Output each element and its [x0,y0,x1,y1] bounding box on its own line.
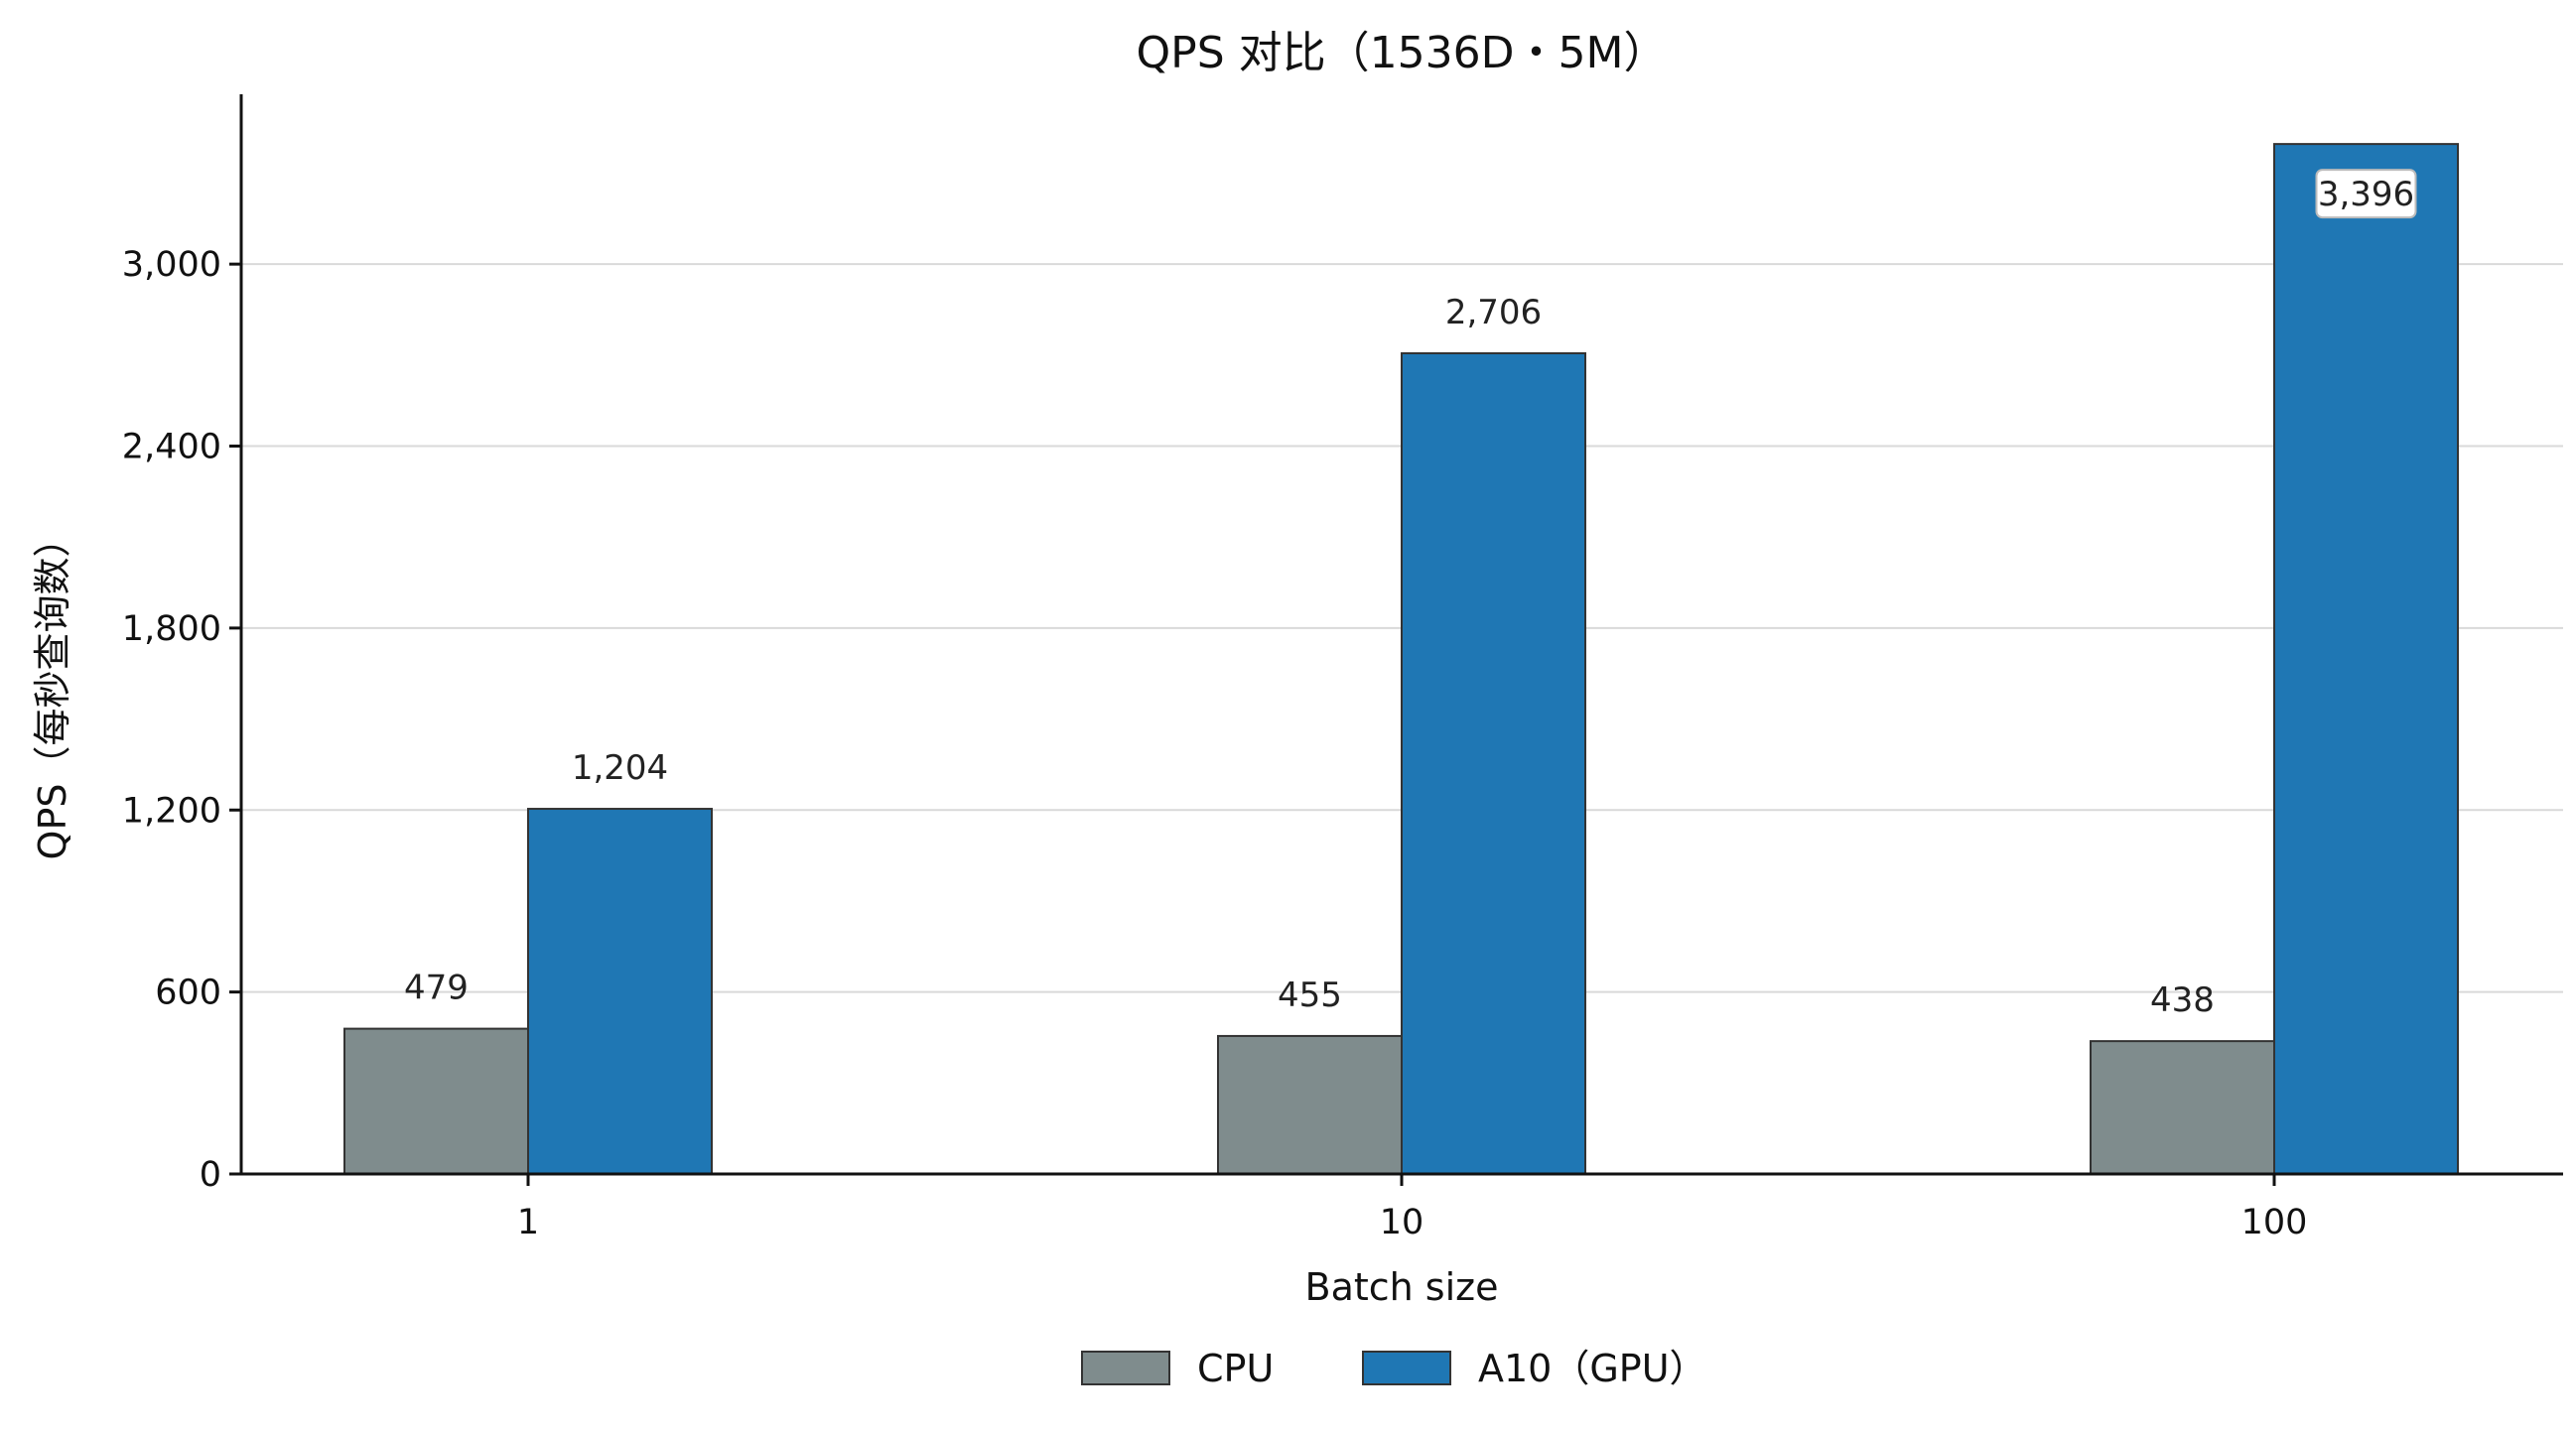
data-label: 438 [2150,980,2215,1020]
bar-cpu-1 [343,1027,529,1176]
y-ticks: 0 600 1,200 1,800 2,400 3,000 [122,245,241,1195]
x-tick-label: 100 [2241,1203,2308,1242]
y-axis-label: QPS（每秒查询数） [31,520,74,860]
data-label: 479 [404,969,469,1008]
data-label: 1,204 [572,748,668,788]
data-label: 3,396 [2318,175,2414,214]
data-labels: 479 455 438 1,204 2,706 3,396 [404,169,2417,1020]
x-ticks: 1 10 100 [517,1174,2308,1242]
y-tick-label: 1,800 [122,609,221,649]
bar-gpu-10 [1401,351,1586,1175]
bar-gpu-100 [2273,143,2459,1176]
bar-cpu-100 [2090,1040,2275,1175]
legend-swatch-cpu [1081,1351,1170,1385]
bar-gpu-1 [527,808,713,1175]
y-tick-label: 2,400 [122,428,221,467]
data-label: 455 [1278,976,1342,1015]
legend: CPU A10（GPU） [1081,1347,1707,1390]
y-tick-label: 600 [155,974,221,1013]
bar-cpu-10 [1217,1034,1403,1176]
y-tick-label: 0 [200,1155,221,1195]
y-tick-label: 3,000 [122,245,221,285]
data-label-box [2315,169,2417,219]
legend-label-gpu: A10（GPU） [1478,1347,1707,1390]
bars [343,143,2459,1176]
x-tick-label: 10 [1380,1203,1424,1242]
legend-label-cpu: CPU [1197,1347,1274,1390]
chart-title: QPS 对比（1536D・5M） [1137,28,1668,78]
y-tick-label: 1,200 [122,791,221,831]
data-label: 2,706 [1445,293,1542,332]
legend-swatch-gpu [1362,1351,1451,1385]
x-axis-label: Batch size [1305,1265,1499,1309]
x-tick-label: 1 [517,1203,539,1242]
